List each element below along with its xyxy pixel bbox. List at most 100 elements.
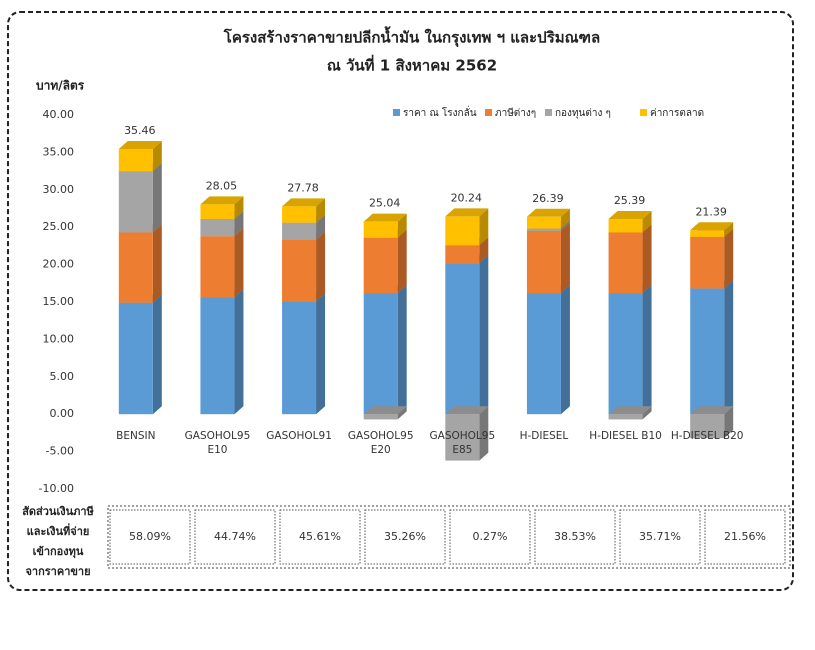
frame bbox=[7, 11, 794, 591]
bar bbox=[690, 230, 725, 237]
table-cell bbox=[449, 509, 531, 565]
bar-side bbox=[152, 163, 162, 233]
table-cell bbox=[109, 509, 191, 565]
x-tick-label: GASOHOL95 E85 bbox=[430, 430, 496, 456]
bar bbox=[445, 263, 480, 415]
bar bbox=[363, 293, 398, 415]
bar-side bbox=[397, 285, 407, 415]
bar bbox=[282, 222, 317, 240]
x-tick-label: H-DIESEL B10 bbox=[589, 430, 662, 442]
bar-side bbox=[724, 222, 734, 237]
table-cell bbox=[534, 509, 616, 565]
bar bbox=[608, 414, 643, 420]
bar bbox=[282, 206, 317, 223]
table-label: และเงินที่จ่าย bbox=[27, 523, 90, 538]
bar bbox=[690, 288, 725, 415]
bar bbox=[118, 171, 153, 233]
bar-top bbox=[608, 211, 652, 220]
bar bbox=[363, 414, 398, 420]
bar-side bbox=[479, 255, 489, 415]
ratio: 35.71% bbox=[639, 530, 681, 543]
table-label: เข้ากองทุน bbox=[33, 545, 84, 559]
ratio: 38.53% bbox=[554, 530, 596, 543]
bar-side bbox=[316, 231, 326, 302]
bar bbox=[526, 228, 561, 231]
bar bbox=[118, 232, 153, 303]
bar-top bbox=[445, 208, 489, 217]
x-tick-label: GASOHOL95 E10 bbox=[185, 430, 251, 456]
total-label: 25.39 bbox=[614, 194, 646, 207]
bar-side bbox=[234, 196, 244, 219]
total-label: 20.24 bbox=[451, 191, 483, 204]
y-tick-label: -5.00 bbox=[46, 445, 74, 458]
table-cell bbox=[619, 509, 701, 565]
bar-top bbox=[526, 208, 570, 217]
bar-top bbox=[282, 198, 326, 207]
bar bbox=[200, 297, 235, 415]
bar-side bbox=[560, 222, 570, 294]
bar-side bbox=[724, 280, 734, 415]
bar bbox=[363, 237, 398, 294]
bar bbox=[200, 218, 235, 237]
chart-subtitle: ณ วันที่ 1 สิงหาคม 2562 bbox=[327, 55, 497, 75]
bar-side bbox=[316, 198, 326, 223]
bar-side bbox=[152, 224, 162, 303]
legend-swatch bbox=[485, 109, 492, 116]
table-cell bbox=[364, 509, 446, 565]
bar-top bbox=[118, 140, 162, 149]
bar-side bbox=[724, 228, 734, 289]
bar-side bbox=[560, 220, 570, 231]
bar bbox=[445, 245, 480, 264]
bar-side bbox=[234, 289, 244, 415]
bar-side bbox=[234, 210, 244, 237]
total-label: 26.39 bbox=[532, 192, 564, 205]
total-label: 35.46 bbox=[124, 124, 156, 137]
bar-side bbox=[397, 229, 407, 294]
ratio: 21.56% bbox=[724, 530, 766, 543]
ratio: 0.27% bbox=[473, 530, 508, 543]
x-tick-label: BENSIN bbox=[116, 430, 155, 442]
ratio: 58.09% bbox=[129, 530, 171, 543]
y-tick-label: 20.00 bbox=[43, 258, 75, 271]
y-tick-label: 25.00 bbox=[43, 220, 75, 233]
legend-swatch bbox=[545, 109, 552, 116]
bar-side bbox=[152, 294, 162, 415]
y-tick-label: 0.00 bbox=[50, 407, 75, 420]
x-tick-label: GASOHOL91 bbox=[266, 430, 332, 442]
chart-title: โครงสร้างราคาขายปลีกน้ำมัน ในกรุงเทพ ฯ แ… bbox=[223, 26, 600, 48]
ratio: 45.61% bbox=[299, 530, 341, 543]
y-tick-label: 5.00 bbox=[50, 370, 75, 383]
bar-side bbox=[479, 208, 489, 246]
bar-side bbox=[397, 406, 407, 420]
bar-side bbox=[724, 406, 734, 439]
bar-top bbox=[690, 406, 734, 415]
bar bbox=[608, 219, 643, 233]
bar-side bbox=[642, 224, 652, 294]
bar bbox=[526, 216, 561, 229]
y-tick-label: 35.00 bbox=[43, 145, 75, 158]
bar-top bbox=[608, 406, 652, 415]
bar bbox=[200, 204, 235, 219]
bar-side bbox=[642, 285, 652, 415]
bar-side bbox=[316, 214, 326, 240]
ratio: 35.26% bbox=[384, 530, 426, 543]
total-label: 21.39 bbox=[695, 205, 727, 218]
bar bbox=[445, 216, 480, 246]
legend-label: กองทุนต่าง ๆ bbox=[555, 108, 611, 119]
bar bbox=[200, 236, 235, 298]
table-label: สัดส่วนเงินภาษี bbox=[22, 505, 94, 518]
legend-label: ราคา ณ โรงกลั่น bbox=[403, 105, 477, 119]
bar-top bbox=[363, 406, 407, 415]
bar-top bbox=[200, 196, 244, 205]
bar-top bbox=[690, 222, 734, 231]
y-tick-label: -10.00 bbox=[39, 482, 74, 495]
bar-side bbox=[479, 237, 489, 264]
bar-side bbox=[234, 228, 244, 298]
table-cell bbox=[194, 509, 276, 565]
y-tick-label: 15.00 bbox=[43, 295, 75, 308]
bar bbox=[690, 414, 725, 439]
legend-swatch bbox=[640, 109, 647, 116]
bar-side bbox=[316, 293, 326, 415]
y-tick-label: 40.00 bbox=[43, 108, 75, 121]
